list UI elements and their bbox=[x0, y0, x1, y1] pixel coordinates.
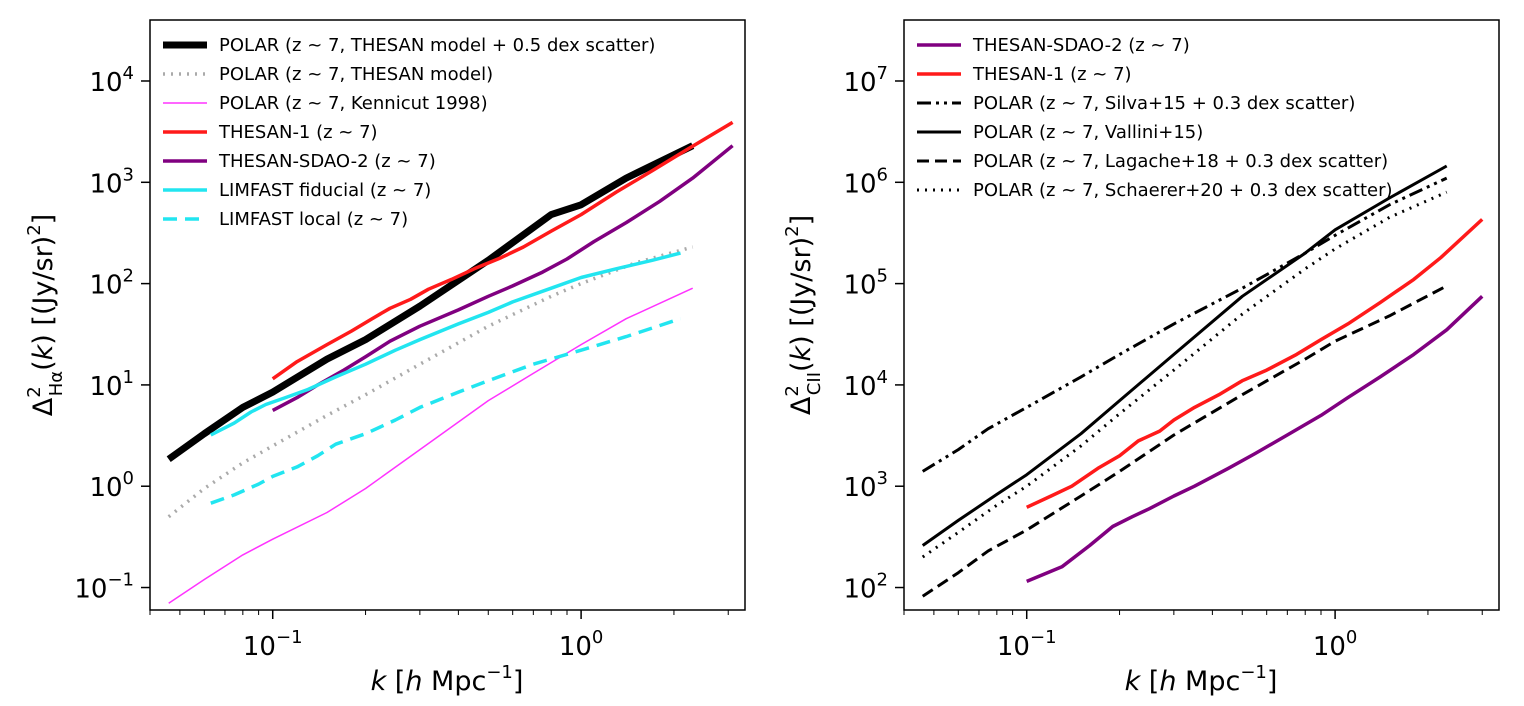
series-line-right-2 bbox=[921, 176, 1448, 473]
y-tick-label: 107 bbox=[843, 63, 888, 98]
legend-label-right-5: POLAR (z ~ 7, Schaerer+20 + 0.3 dex scat… bbox=[973, 180, 1393, 201]
legend-label-left-0: POLAR (z ~ 7, THESAN model + 0.5 dex sca… bbox=[219, 35, 655, 56]
chart-left: 10−1 100 10−1 100 101 102 103 104 k [h Mpc−1] Δ2H… bbox=[24, 19, 746, 697]
y-tick-label: 101 bbox=[89, 367, 134, 402]
legend-label-left-2: POLAR (z ~ 7, Kennicut 1998) bbox=[219, 93, 488, 114]
legend-label-right-0: THESAN-SDAO-2 (z ~ 7) bbox=[972, 35, 1190, 56]
series-line-left-6 bbox=[210, 317, 682, 505]
legend-label-right-2: POLAR (z ~ 7, Silva+15 + 0.3 dex scatter… bbox=[973, 93, 1355, 114]
series-line-right-0 bbox=[1026, 295, 1484, 584]
y-tick-label: 104 bbox=[89, 63, 134, 98]
svg-text:Δ2CII(k) [(Jy/sr)2]: Δ2CII(k) [(Jy/sr)2] bbox=[782, 215, 825, 415]
y-tick-label: 10−1 bbox=[74, 570, 134, 605]
y-axis-label: Δ2Hα(k) [(Jy/sr)2] bbox=[24, 214, 67, 416]
chart-right: 10−1 100 102 103 104 105 106 107 k [h Mpc−1] Δ2CI… bbox=[782, 19, 1500, 697]
legend-label-left-4: THESAN-SDAO-2 (z ~ 7) bbox=[218, 151, 436, 172]
y-tick-label: 106 bbox=[843, 164, 888, 199]
series-line-left-4 bbox=[271, 144, 734, 412]
y-tick-label: 104 bbox=[843, 367, 888, 402]
series-line-left-2 bbox=[168, 287, 694, 604]
series-line-left-0 bbox=[166, 142, 695, 463]
plot-frame-left bbox=[149, 19, 746, 611]
legend-label-right-3: POLAR (z ~ 7, Vallini+15) bbox=[973, 122, 1203, 143]
y-tick-label: 103 bbox=[89, 164, 134, 199]
legend-label-right-4: POLAR (z ~ 7, Lagache+18 + 0.3 dex scatt… bbox=[973, 151, 1388, 172]
x-tick-label: 100 bbox=[1313, 627, 1358, 662]
y-tick-label: 100 bbox=[89, 468, 134, 503]
legend-label-right-1: THESAN-1 (z ~ 7) bbox=[972, 64, 1132, 85]
x-tick-label: 10−1 bbox=[997, 627, 1057, 662]
legend-label-left-3: THESAN-1 (z ~ 7) bbox=[218, 122, 378, 143]
x-tick-label: 10−1 bbox=[243, 627, 303, 662]
plot-frame-right bbox=[903, 19, 1500, 611]
series-line-right-4 bbox=[921, 284, 1448, 598]
y-tick-label: 105 bbox=[843, 266, 888, 301]
legend-label-left-1: POLAR (z ~ 7, THESAN model) bbox=[219, 64, 493, 85]
y-tick-label: 103 bbox=[843, 468, 888, 503]
x-axis-label: k [h Mpc−1] bbox=[371, 662, 524, 697]
x-tick-label: 100 bbox=[559, 627, 604, 662]
series-line-left-5 bbox=[210, 251, 681, 437]
y-axis-label: Δ2CII(k) [(Jy/sr)2] bbox=[782, 215, 825, 415]
series-line-left-3 bbox=[271, 120, 734, 381]
legend-label-left-6: LIMFAST local (z ~ 7) bbox=[219, 209, 408, 230]
series-line-right-5 bbox=[921, 190, 1448, 559]
x-axis-label: k [h Mpc−1] bbox=[1125, 662, 1278, 697]
series-line-right-1 bbox=[1025, 218, 1484, 509]
y-tick-label: 102 bbox=[843, 570, 888, 605]
legend-label-left-5: LIMFAST fiducial (z ~ 7) bbox=[219, 180, 431, 201]
legend-left: POLAR (z ~ 7, THESAN model + 0.5 dex sca… bbox=[163, 35, 655, 230]
svg-text:Δ2Hα(k) [(Jy/sr)2]: Δ2Hα(k) [(Jy/sr)2] bbox=[24, 214, 67, 416]
legend-right: THESAN-SDAO-2 (z ~ 7) THESAN-1 (z ~ 7) POL… bbox=[917, 35, 1393, 201]
y-tick-label: 102 bbox=[89, 266, 134, 301]
series-line-right-3 bbox=[921, 164, 1448, 547]
